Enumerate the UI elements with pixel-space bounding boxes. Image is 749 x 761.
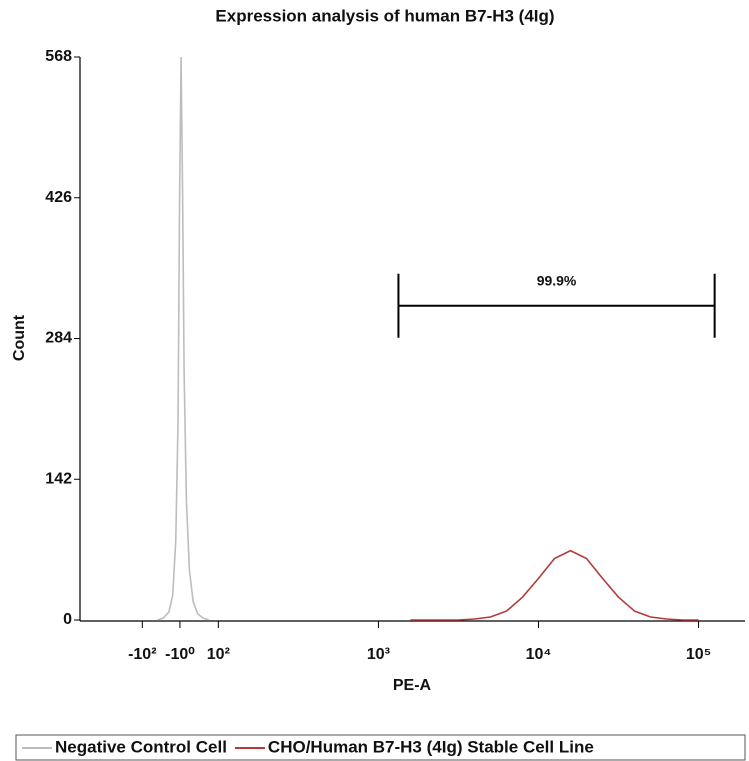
x-axis-label: PE-A [393, 677, 432, 694]
y-axis-label: Count [11, 314, 28, 361]
histogram-line [410, 549, 699, 621]
x-tick-label: 10⁴ [526, 646, 552, 663]
y-tick-label: 0 [63, 611, 72, 628]
legend-label: CHO/Human B7-H3 (4Ig) Stable Cell Line [268, 737, 594, 756]
chart-title: Expression analysis of human B7-H3 (4Ig) [215, 6, 554, 25]
x-tick-label: -10² [128, 646, 156, 663]
x-tick-label: 10² [207, 646, 230, 663]
y-tick-label: 568 [45, 48, 72, 65]
y-tick-label: 284 [45, 330, 72, 347]
gate-label: 99.9% [537, 272, 577, 288]
y-tick-label: 142 [45, 470, 72, 487]
x-tick-label: 10⁵ [686, 646, 711, 663]
legend-label: Negative Control Cell [55, 737, 227, 756]
x-tick-label: -10⁰ [165, 646, 195, 663]
x-tick-label: 10³ [367, 646, 390, 663]
histogram-line [157, 56, 210, 621]
legend-box [15, 734, 746, 761]
y-tick-label: 426 [45, 189, 72, 206]
